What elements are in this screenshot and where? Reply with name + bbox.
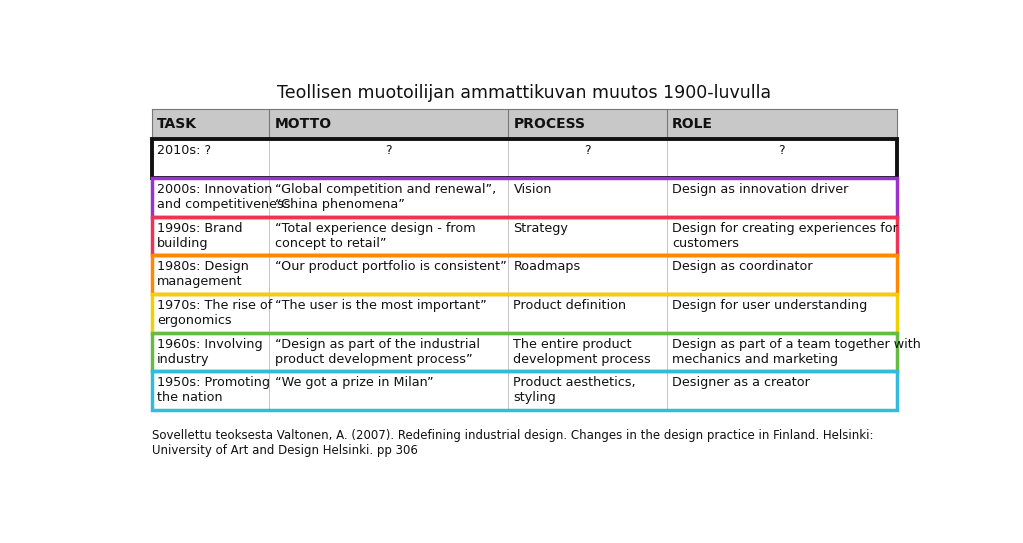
Bar	[151, 333, 897, 371]
Text: Design as coordinator: Design as coordinator	[672, 260, 813, 273]
Text: Vision: Vision	[514, 183, 552, 196]
Bar	[151, 371, 897, 410]
Text: Designer as a creator: Designer as a creator	[672, 376, 810, 389]
Text: “Design as part of the industrial
product development process”: “Design as part of the industrial produc…	[275, 338, 480, 365]
Bar	[151, 333, 897, 371]
Bar	[151, 217, 897, 255]
Text: MOTTO: MOTTO	[275, 117, 332, 131]
Bar	[151, 371, 897, 410]
Bar	[151, 217, 897, 255]
Text: 1990s: Brand
building: 1990s: Brand building	[158, 222, 242, 250]
Text: ?: ?	[386, 144, 392, 157]
Text: 1970s: The rise of
ergonomics: 1970s: The rise of ergonomics	[158, 299, 272, 327]
Text: TASK: TASK	[158, 117, 197, 131]
Text: 1980s: Design
management: 1980s: Design management	[158, 260, 249, 288]
Bar	[151, 178, 897, 217]
Bar	[151, 178, 897, 217]
Text: “Our product portfolio is consistent”: “Our product portfolio is consistent”	[275, 260, 506, 273]
Text: 1960s: Involving
industry: 1960s: Involving industry	[158, 338, 263, 365]
Bar	[151, 255, 897, 294]
Text: 2000s: Innovation
and competitiveness: 2000s: Innovation and competitiveness	[158, 183, 291, 211]
Text: “Total experience design - from
concept to retail”: “Total experience design - from concept …	[275, 222, 476, 250]
Text: Strategy: Strategy	[514, 222, 569, 235]
Text: “We got a prize in Milan”: “We got a prize in Milan”	[275, 376, 434, 389]
Text: Sovellettu teoksesta Valtonen, A. (2007). Redefining industrial design. Changes : Sovellettu teoksesta Valtonen, A. (2007)…	[151, 429, 874, 457]
Text: ROLE: ROLE	[672, 117, 713, 131]
Text: 1950s: Promoting
the nation: 1950s: Promoting the nation	[158, 376, 270, 405]
Bar	[151, 109, 897, 139]
Text: Design as part of a team together with
mechanics and marketing: Design as part of a team together with m…	[672, 338, 921, 365]
Text: Design for creating experiences for
customers: Design for creating experiences for cust…	[672, 222, 898, 250]
Text: Design as innovation driver: Design as innovation driver	[672, 183, 848, 196]
Bar	[151, 139, 897, 178]
Text: 2010s: ?: 2010s: ?	[158, 144, 212, 157]
Text: Product aesthetics,
styling: Product aesthetics, styling	[514, 376, 636, 405]
Text: ?: ?	[779, 144, 785, 157]
Text: The entire product
development process: The entire product development process	[514, 338, 652, 365]
Text: PROCESS: PROCESS	[514, 117, 585, 131]
Text: Design for user understanding: Design for user understanding	[672, 299, 868, 312]
Text: “Global competition and renewal”,
“China phenomena”: “Global competition and renewal”, “China…	[275, 183, 496, 211]
Text: ?: ?	[584, 144, 590, 157]
Text: Roadmaps: Roadmaps	[514, 260, 581, 273]
Bar	[151, 294, 897, 333]
Bar	[151, 294, 897, 333]
Bar	[151, 139, 897, 178]
Text: Teollisen muotoilijan ammattikuvan muutos 1900-luvulla: Teollisen muotoilijan ammattikuvan muuto…	[277, 84, 771, 102]
Text: “The user is the most important”: “The user is the most important”	[275, 299, 487, 312]
Text: Product definition: Product definition	[514, 299, 626, 312]
Bar	[151, 255, 897, 294]
